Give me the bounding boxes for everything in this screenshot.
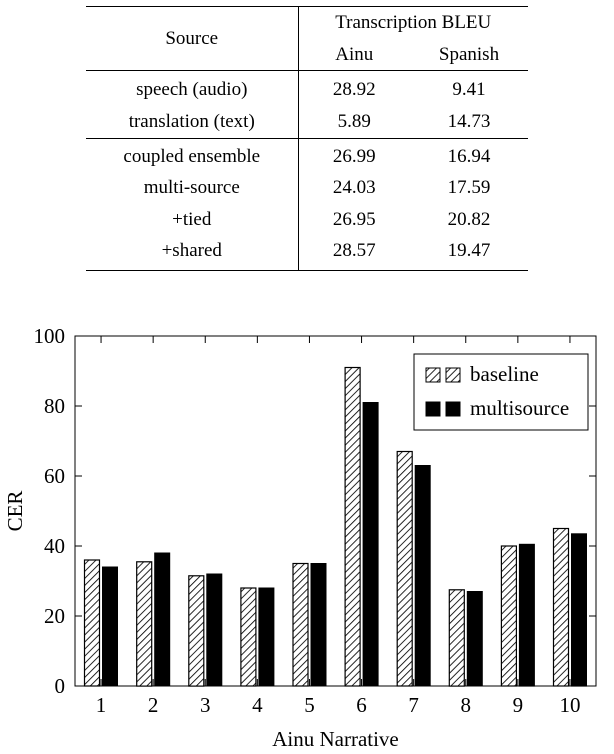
row-spanish-value: 14.73 [447,110,491,132]
bar-multisource-2 [154,552,171,687]
table-row-speech: speech (audio) 28.92 9.41 [86,70,528,106]
row-ainu-value: 28.92 [332,79,376,101]
table-header-ainu: Ainu [298,38,410,72]
row-source: translation (text) [86,105,299,139]
y-tick-label: 80 [44,394,65,418]
x-tick-label: 1 [96,693,107,717]
x-tick-label: 10 [559,693,580,717]
table-row-translation: translation (text) 5.89 14.73 [86,105,528,139]
row-ainu-value: 28.57 [332,240,376,262]
row-spanish-value: 16.94 [410,137,528,173]
row-spanish-value: 19.47 [447,240,491,262]
bar-multisource-9 [518,543,535,687]
table-header-transcription-bleu: Transcription BLEU [335,12,492,33]
row-ainu-value: 5.89 [337,110,371,132]
bleu-table-container: Source Transcription BLEU Ainu Spanish s… [0,6,614,272]
table-row-multi-source: multi-source 24.03 17.59 [86,172,528,204]
bar-multisource-8 [466,591,483,687]
x-tick-label: 7 [408,693,419,717]
row-ainu-value: 26.99 [298,137,410,173]
x-tick-label: 9 [513,693,524,717]
legend-marker-multisource [445,401,461,417]
row-ainu-value: 26.95 [332,208,376,230]
table-row-shared: +shared 28.57 19.47 [86,235,528,271]
bleu-results-table: Source Transcription BLEU Ainu Spanish s… [86,6,528,272]
cer-bar-chart: 0 20 40 60 80 100 1 2 3 4 5 6 7 8 9 10 Ainu Narrative CER… [3,324,597,751]
legend-label-multisource: multisource [470,396,569,420]
legend-label-baseline: baseline [470,362,539,386]
table-row-coupled-ensemble: coupled ensemble 26.99 16.94 [86,137,528,173]
cer-chart-container: 0 20 40 60 80 100 1 2 3 4 5 6 7 8 9 10 Ainu Narrative CER… [0,316,614,754]
bar-baseline-6 [344,366,361,687]
y-tick-label: 100 [34,324,66,348]
row-ainu-value: 24.03 [332,177,376,199]
bar-multisource-4 [258,587,275,687]
bar-baseline-3 [188,575,205,687]
bar-baseline-9 [500,545,517,687]
row-source: +shared [86,235,299,271]
y-tick-label: 40 [44,534,65,558]
x-tick-label: 8 [461,693,472,717]
x-axis-label: Ainu Narrative [272,727,399,751]
row-source: coupled ensemble [86,137,299,173]
bar-baseline-7 [396,450,413,687]
x-tick-label: 4 [252,693,263,717]
bar-baseline-1 [83,559,101,687]
bar-multisource-7 [414,465,431,687]
x-tick-label: 5 [304,693,315,717]
y-axis-label: CER [3,491,27,532]
table-header-source: Source [86,6,299,72]
row-source: +tied [86,203,299,236]
bar-baseline-10 [552,527,570,687]
row-source: multi-source [86,172,299,204]
legend-box [413,353,589,431]
legend-marker-baseline [445,367,461,383]
bar-baseline-4 [240,587,257,687]
x-tick-label: 6 [356,693,367,717]
bar-multisource-10 [571,533,587,687]
y-tick-label: 60 [44,464,65,488]
bar-baseline-8 [448,589,465,687]
row-spanish-value: 9.41 [452,79,486,101]
bar-multisource-6 [362,402,379,687]
bar-baseline-5 [292,562,309,687]
x-tick-label: 3 [200,693,211,717]
table-row-tied: +tied 26.95 20.82 [86,203,528,236]
bar-multisource-5 [310,563,327,687]
bar-baseline-2 [136,561,153,687]
bar-multisource-3 [206,573,223,687]
x-tick-label: 2 [148,693,159,717]
row-spanish-value: 20.82 [447,208,491,230]
bar-multisource-1 [102,566,118,687]
y-tick-label: 0 [55,674,66,698]
legend-marker-baseline [425,367,441,383]
table-header-spanish: Spanish [410,38,528,72]
row-spanish-value: 17.59 [447,177,491,199]
y-tick-label: 20 [44,604,65,628]
plot-frame [74,335,597,687]
legend-marker-multisource [425,401,441,417]
row-source: speech (audio) [86,70,299,106]
